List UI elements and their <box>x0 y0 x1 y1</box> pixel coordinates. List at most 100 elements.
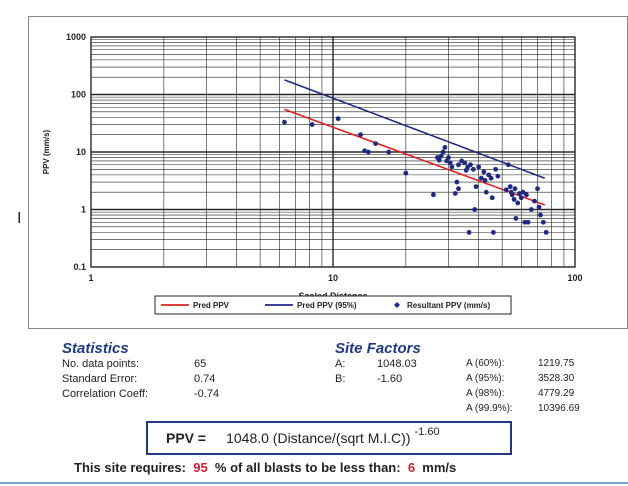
a-value-label: A (98%): <box>466 388 505 399</box>
data-point <box>503 187 509 193</box>
factor-value: -1.60 <box>377 373 403 385</box>
data-point <box>309 122 315 127</box>
legend-swatch <box>394 302 400 308</box>
data-point <box>525 219 531 225</box>
data-point <box>489 195 495 201</box>
data-point <box>518 195 524 201</box>
legend-label: Pred PPV (95%) <box>297 301 357 310</box>
requirement-unit: mm/s <box>422 460 457 475</box>
data-point <box>456 162 461 168</box>
data-point <box>449 164 455 170</box>
data-point <box>472 207 478 212</box>
y-tick-label: 10 <box>76 147 86 157</box>
data-point <box>462 160 468 166</box>
series-line <box>284 108 546 206</box>
bottom-divider <box>0 482 628 484</box>
data-point <box>403 170 409 176</box>
data-point <box>365 149 371 155</box>
factor-label: B: <box>335 373 346 385</box>
data-point <box>511 196 517 202</box>
factor-row: B: -1.60 <box>335 372 437 387</box>
stat-row: Standard Error: 0.74 <box>62 372 254 387</box>
data-point <box>476 164 482 170</box>
a-value: 1219.75 <box>538 358 575 369</box>
a-value-row: A (60%): 1219.75 <box>466 356 608 371</box>
a-value-label: A (60%): <box>466 358 505 369</box>
data-point <box>488 175 494 181</box>
data-point <box>520 189 526 195</box>
legend-box <box>154 295 512 315</box>
data-point <box>436 157 442 163</box>
stat-value: -0.74 <box>194 388 220 400</box>
stat-value: 65 <box>194 358 207 370</box>
data-point <box>495 173 501 179</box>
a-value-label: A (99.9%): <box>466 403 513 414</box>
formula-exponent: -1.60 <box>414 426 440 438</box>
data-point <box>543 229 549 235</box>
data-point <box>507 184 513 190</box>
data-point <box>482 178 488 183</box>
data-point <box>466 229 472 235</box>
data-point <box>509 192 515 198</box>
data-point <box>452 191 458 196</box>
y-tick-label: 1 <box>81 205 86 215</box>
data-point <box>454 179 460 185</box>
data-point <box>483 189 489 195</box>
legend-label: Resultant PPV (mm/s) <box>407 301 490 310</box>
site-factors-title: Site Factors <box>335 340 421 357</box>
stat-row: No. data points: 65 <box>62 357 254 372</box>
data-point <box>540 219 546 225</box>
series-line <box>284 79 546 179</box>
y-tick-label: 0.1 <box>73 262 86 272</box>
data-point <box>473 184 479 190</box>
statistics-title: Statistics <box>62 340 129 357</box>
data-point <box>515 200 521 206</box>
data-point <box>486 172 492 178</box>
data-point <box>446 155 451 160</box>
plot-area-border <box>90 36 576 268</box>
data-point <box>468 162 473 168</box>
y-tick-label: 1000 <box>66 32 86 42</box>
formula-rhs: 1048.0 (Distance/(sqrt M.I.C)) <box>226 430 411 446</box>
legend-label: Pred PPV <box>193 301 230 310</box>
data-point <box>335 116 341 122</box>
data-point <box>470 166 476 172</box>
requirement-middle: % of all blasts to be less than: <box>214 460 401 475</box>
statistics-panel: Statistics No. data points: 65 Standard … <box>62 340 254 402</box>
stat-value: 0.74 <box>194 373 216 385</box>
data-point <box>431 192 436 198</box>
x-tick-label: 1 <box>88 273 93 283</box>
x-tick-label: 10 <box>328 273 338 283</box>
data-point <box>493 166 499 172</box>
data-point <box>478 175 484 181</box>
a-value-row: A (95%): 3528.30 <box>466 371 608 386</box>
site-factors-panel: Site Factors A: 1048.03 B: -1.60 <box>335 340 437 387</box>
factor-value: 1048.03 <box>377 358 417 370</box>
ppv-formula-box: PPV = 1048.0 (Distance/(sqrt M.I.C)) -1.… <box>146 421 512 455</box>
data-point <box>513 216 519 221</box>
data-point <box>386 149 392 155</box>
data-point <box>532 198 537 204</box>
stat-label: No. data points: <box>62 358 140 370</box>
a-value-label: A (95%): <box>466 373 505 384</box>
data-point <box>528 207 534 212</box>
stat-label: Standard Error: <box>62 373 138 385</box>
y-axis-label: PPV (mm/s) <box>42 129 51 174</box>
stat-label: Correlation Coeff: <box>62 388 149 400</box>
requirement-limit: 6 <box>407 460 416 475</box>
data-point <box>358 132 363 138</box>
requirement-percent: 95 <box>193 460 208 475</box>
data-point <box>505 162 511 168</box>
data-point <box>524 192 529 198</box>
data-point <box>440 149 446 155</box>
formula-lhs: PPV = <box>166 430 207 446</box>
data-point <box>512 186 518 192</box>
a-value: 10396.69 <box>538 403 580 414</box>
data-point <box>282 119 287 125</box>
text-cursor: I <box>17 210 22 227</box>
a-value: 4779.29 <box>538 388 575 399</box>
data-point <box>456 186 461 192</box>
a-values-list: A (60%): 1219.75 A (95%): 3528.30 A (98%… <box>466 356 608 416</box>
